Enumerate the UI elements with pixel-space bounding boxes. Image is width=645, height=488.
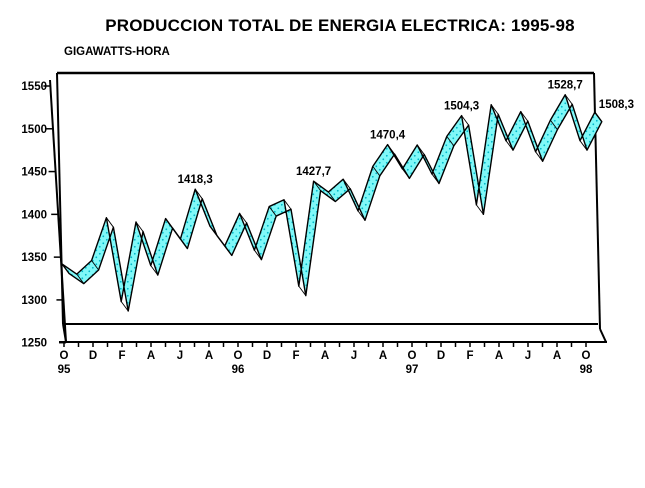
- ribbon-segment-edge: [550, 119, 558, 130]
- ribbon-segment-edge: [402, 168, 410, 179]
- data-label: 1508,3: [599, 99, 634, 111]
- x-axis-tick-label: J: [351, 350, 357, 362]
- ribbon-segment-edge: [61, 263, 70, 274]
- x-axis-tick-label: A: [147, 350, 155, 362]
- x-axis-tick-label: O: [234, 350, 243, 362]
- y-axis-tick-label: 1500: [21, 124, 47, 136]
- y-axis-tick-label: 1550: [21, 81, 47, 93]
- ribbon-segment-edge: [76, 273, 85, 284]
- data-label: 1504,3: [444, 101, 479, 113]
- y-axis-tick-label: 1300: [21, 295, 47, 307]
- ribbon-segment-edge: [461, 115, 469, 126]
- ribbon-segment-edge: [194, 188, 203, 199]
- ribbon-segment-edge: [91, 260, 99, 271]
- y-axis-tick-label: 1450: [21, 167, 47, 179]
- year-label: 97: [406, 364, 419, 376]
- ribbon-segment-edge: [268, 206, 277, 217]
- ribbon-segment-edge: [387, 144, 395, 155]
- x-axis-tick-label: F: [118, 350, 125, 362]
- x-axis-tick-label: A: [553, 350, 561, 362]
- data-label: 1528,7: [548, 80, 583, 92]
- x-axis-tick-label: A: [205, 350, 213, 362]
- x-axis-tick-label: D: [89, 350, 97, 362]
- ribbon-segment-edge: [416, 144, 425, 155]
- y-axis-tick-label: 1400: [21, 209, 47, 221]
- y-axis-tick-label: 1350: [21, 252, 47, 264]
- ribbon-segment-edge: [505, 140, 514, 151]
- ribbon-segment-edge: [535, 151, 543, 162]
- ribbon-segment-edge: [120, 301, 129, 312]
- ribbon-segment-edge: [446, 136, 455, 147]
- x-axis-tick-label: O: [408, 350, 417, 362]
- ribbon-segment-edge: [490, 104, 499, 115]
- ribbon-segment-edge: [254, 249, 262, 260]
- x-axis-tick-label: D: [263, 350, 271, 362]
- ribbon-segment-edge: [520, 111, 529, 122]
- x-axis-tick-label: F: [466, 350, 473, 362]
- ribbon-segment-edge: [328, 191, 336, 202]
- value-axis-line: [49, 79, 67, 343]
- data-label: 1427,7: [296, 166, 331, 178]
- ribbon-segment-edge: [579, 140, 588, 151]
- ribbon-segment-edge: [476, 204, 484, 215]
- ribbon-segment-edge: [298, 285, 307, 296]
- data-label: 1470,4: [370, 130, 406, 142]
- x-axis-tick-label: A: [321, 350, 329, 362]
- data-label: 1418,3: [178, 174, 213, 186]
- ribbon-segment-edge: [180, 238, 188, 249]
- chart-title: PRODUCCION TOTAL DE ENERGIA ELECTRICA: 1…: [105, 16, 575, 35]
- x-axis-tick-label: O: [582, 350, 591, 362]
- ribbon-segment-edge: [594, 111, 603, 122]
- year-label: 95: [58, 364, 71, 376]
- ribbon-segment-edge: [209, 225, 218, 237]
- ribbon-segment-edge: [372, 166, 381, 177]
- ribbon-series: [61, 94, 603, 312]
- x-axis-tick-label: J: [525, 350, 531, 362]
- ribbon-segment-edge: [165, 218, 173, 229]
- plot-left-floor-connector: [62, 323, 67, 343]
- x-axis-tick-label: J: [177, 350, 183, 362]
- y-axis-tick-label: 1250: [21, 338, 47, 350]
- ribbon-segment-edge: [283, 199, 292, 210]
- ribbon-segment-edge: [239, 213, 247, 224]
- ribbon-segment-edge: [135, 221, 144, 232]
- x-axis-tick-label: A: [495, 350, 503, 362]
- x-axis-tick-label: F: [292, 350, 299, 362]
- ribbon-segment-edge: [150, 265, 159, 276]
- ribbon-segment-edge: [342, 178, 351, 189]
- x-axis-tick-label: A: [379, 350, 387, 362]
- ribbon-segment-edge: [106, 217, 114, 228]
- ribbon-segment-edge: [564, 94, 573, 105]
- year-label: 98: [580, 364, 593, 376]
- year-label: 96: [232, 364, 245, 376]
- ribbon-segment-edge: [313, 180, 321, 191]
- ribbon-segment-edge: [431, 173, 440, 184]
- ribbon-segment-edge: [224, 245, 233, 256]
- ribbon-segment-edge: [357, 210, 366, 221]
- plot-right-floor-connector: [599, 328, 607, 343]
- x-axis-tick-label: O: [60, 350, 69, 362]
- chart-y-axis-unit-label: GIGAWATTS-HORA: [64, 46, 170, 58]
- x-axis-tick-label: D: [437, 350, 445, 362]
- plot-right-wall-edge: [593, 72, 601, 330]
